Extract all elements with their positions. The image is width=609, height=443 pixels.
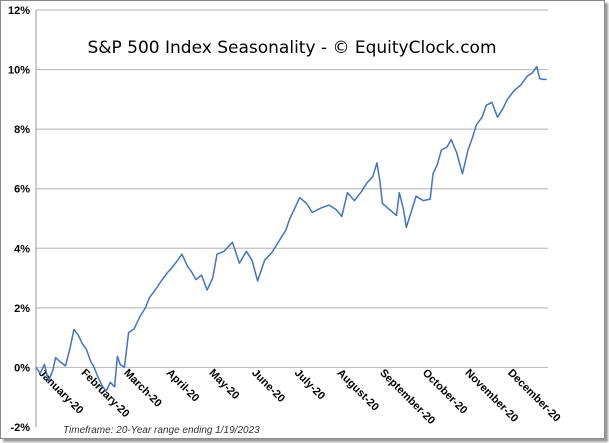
- x-tick-label: June-20: [249, 367, 287, 405]
- x-tick-label: March-20: [121, 367, 164, 410]
- y-tick-label: 6%: [14, 184, 30, 196]
- gridlines: [36, 9, 548, 369]
- chart-title: S&P 500 Index Seasonality - © EquityCloc…: [87, 38, 496, 58]
- y-tick-label: 10%: [8, 65, 30, 77]
- y-tick-label: -2%: [10, 422, 30, 434]
- footnote-timeframe: Timeframe: 20-Year range ending 1/19/202…: [63, 425, 260, 436]
- y-tick-label: 4%: [14, 243, 30, 255]
- series-line-sp500: [35, 65, 547, 393]
- x-tick-label: January-20: [36, 367, 86, 417]
- y-tick-label: 0%: [14, 362, 30, 374]
- y-axis-ticks: -2% 0% 2% 4% 6% 8% 10% 12%: [8, 5, 30, 434]
- x-tick-label: July-20: [292, 367, 327, 402]
- y-tick-label: 8%: [14, 124, 30, 136]
- y-tick-label: 2%: [14, 303, 30, 315]
- x-tick-label: April-20: [164, 367, 201, 404]
- y-tick-label: 12%: [8, 5, 30, 17]
- x-tick-label: May-20: [207, 367, 242, 402]
- x-tick-label: August-20: [335, 367, 382, 414]
